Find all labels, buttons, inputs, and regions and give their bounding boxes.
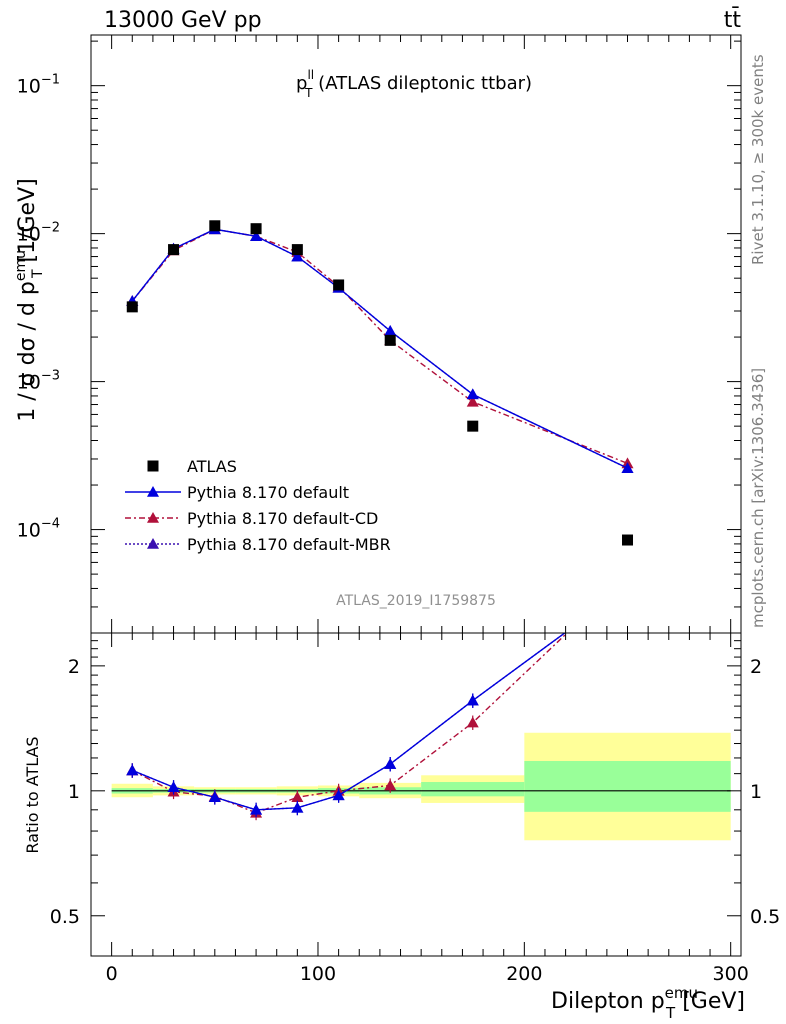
series-line-default (131, 228, 628, 469)
uncertainty-band-inner (421, 782, 525, 797)
y-tick-label: 10−1 (17, 73, 60, 98)
data-point-atlas (333, 279, 345, 291)
ratio-line-cd (131, 633, 569, 814)
data-point-atlas (384, 334, 396, 346)
ratio-y-tick-label-right: 2 (750, 656, 762, 678)
data-point-atlas (467, 420, 479, 432)
legend-marker-cd (147, 512, 159, 523)
rivet-version-label: Rivet 3.1.10, ≥ 300k events (749, 54, 767, 265)
legend-label: Pythia 8.170 default-CD (187, 509, 378, 528)
analysis-watermark: ATLAS_2019_I1759875 (336, 593, 496, 609)
ratio-point-default (208, 791, 221, 803)
y-tick-label: 10−3 (17, 369, 60, 394)
ratio-point-default (250, 803, 263, 815)
ratio-point-default (126, 764, 139, 776)
y-tick-label: 10−4 (17, 517, 60, 542)
ratio-data-area (111, 570, 731, 841)
series-point-default (291, 250, 304, 262)
series-point-default (384, 324, 397, 336)
mcplots-source-label: mcplots.cern.ch [arXiv:1306.3436] (749, 368, 767, 628)
ratio-y-tick-label-right: 1 (750, 781, 762, 803)
ratio-point-default (466, 694, 479, 706)
ratio-y-tick-label-left: 1 (68, 781, 80, 803)
ratio-y-tick-label-right: 0.5 (750, 906, 780, 928)
data-point-atlas (168, 244, 180, 256)
ratio-point-default (384, 758, 397, 769)
legend-label: Pythia 8.170 default-MBR (187, 535, 391, 554)
ratio-point-default (332, 789, 345, 801)
ratio-point-default (622, 581, 634, 592)
legend-label: Pythia 8.170 default (187, 483, 349, 502)
ratio-panel: 0.5 0.5 1 1 2 2 0 100 200 300 (50, 570, 780, 985)
legend-label: ATLAS (187, 457, 237, 476)
x-axis-label: Dilepton pemu T [GeV] (551, 984, 745, 1022)
series-line-cd (131, 228, 628, 465)
header-right-label: tt̄ (724, 7, 742, 33)
legend-marker-mbr (147, 538, 159, 549)
x-tick-label: 100 (300, 963, 336, 985)
series-point-default (250, 230, 263, 242)
ratio-point-cd (622, 570, 634, 581)
x-tick-label: 0 (106, 963, 118, 985)
uncertainty-band-inner (524, 760, 731, 812)
ratio-point-default (167, 781, 180, 793)
x-tick-label: 200 (506, 963, 542, 985)
ratio-y-tick-label-left: 0.5 (50, 906, 80, 928)
series-point-default (621, 462, 634, 473)
ratio-y-axis-label: Ratio to ATLAS (23, 736, 42, 853)
legend-marker-atlas (147, 460, 159, 472)
ratio-point-cd (384, 779, 397, 791)
main-data-area (126, 220, 634, 546)
data-point-atlas (622, 534, 634, 546)
ratio-point-cd (466, 716, 479, 728)
series-point-cd (466, 395, 479, 407)
plot-title: pll T (ATLAS dileptonic ttbar) (296, 68, 532, 100)
ratio-point-default (291, 801, 304, 813)
ratio-y-tick-label-left: 2 (68, 656, 80, 678)
x-tick-label: 300 (713, 963, 749, 985)
ratio-frame (90, 632, 742, 957)
ratio-point-cd (291, 791, 304, 803)
main-y-axis-label: 1 / σ dσ / d pemuT [1/GeV] (13, 178, 46, 421)
legend-marker-default (147, 486, 159, 497)
data-point-atlas (250, 223, 262, 235)
data-point-atlas (291, 244, 303, 256)
data-point-atlas (126, 301, 138, 313)
y-tick-label: 10−2 (17, 221, 60, 246)
ratio-point-mbr (622, 581, 634, 592)
data-point-atlas (209, 220, 221, 232)
header-left-label: 13000 GeV pp (104, 8, 262, 33)
series-point-default (466, 388, 479, 400)
main-panel: 10−1 10−2 10−3 10−4 ATLAS Pythia 8.170 defaul… (17, 34, 742, 634)
